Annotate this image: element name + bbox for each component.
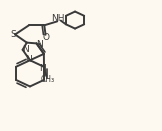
Text: S: S — [10, 30, 16, 39]
Text: CH₃: CH₃ — [40, 75, 54, 84]
Text: N: N — [36, 40, 43, 49]
Text: N: N — [22, 45, 29, 54]
Text: N: N — [25, 55, 31, 64]
Text: NH: NH — [51, 14, 65, 23]
Text: N: N — [39, 64, 45, 73]
Text: O: O — [42, 33, 49, 42]
